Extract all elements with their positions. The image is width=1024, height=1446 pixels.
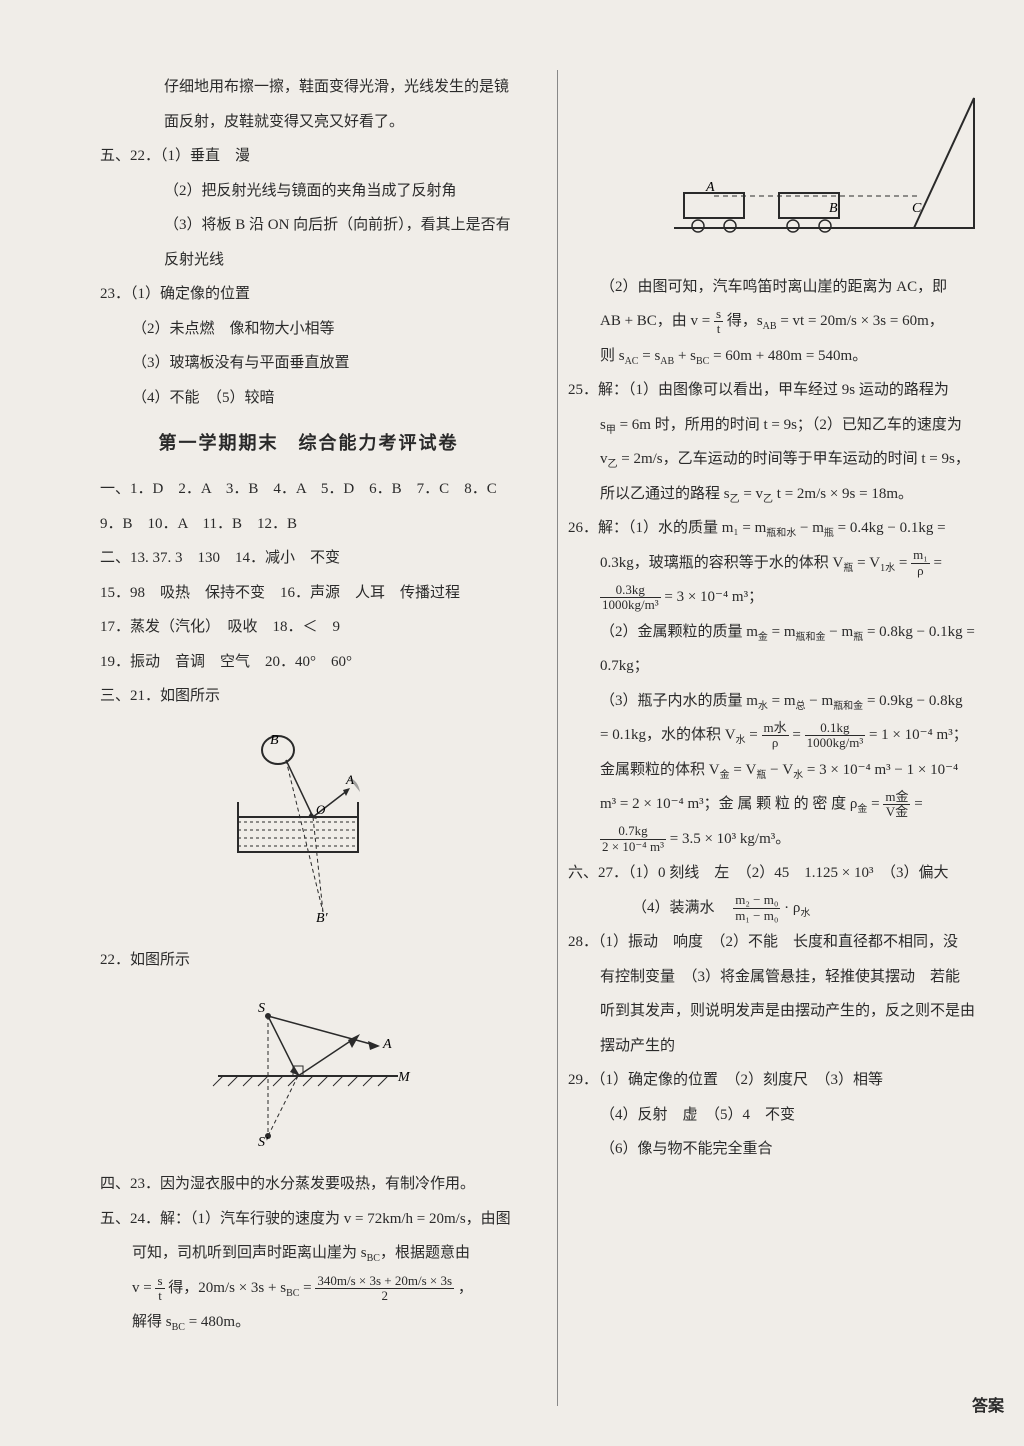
answer-line: 22．如图所示 [100, 943, 517, 978]
label-A: A [382, 1037, 392, 1052]
answer-line: （3）将板 B 沿 ON 向后折（向前折），看其上是否有 [100, 208, 517, 243]
label-B: B [829, 201, 838, 216]
label-Bprime: B′ [316, 911, 329, 922]
answer-line: 所以乙通过的路程 s乙 = v乙 t = 2m/s × 9s = 18m。 [568, 477, 984, 512]
page: 仔细地用布擦一擦，鞋面变得光滑，光线发生的是镜 面反射，皮鞋就变得又亮又好看了。… [0, 0, 1024, 1446]
answer-line: 金属颗粒的体积 V金 = V瓶 − V水 = 3 × 10⁻⁴ m³ − 1 ×… [568, 753, 984, 788]
answer-line: 五、24．解：（1）汽车行驶的速度为 v = 72km/h = 20m/s，由图 [100, 1202, 517, 1237]
answer-line: （4）不能 （5）较暗 [100, 381, 517, 416]
answer-line: 有控制变量 （3）将金属管悬挂，轻推使其摆动 若能 [568, 960, 984, 995]
answer-line: （2）未点燃 像和物大小相等 [100, 312, 517, 347]
answer-line: 五、22．（1）垂直 漫 [100, 139, 517, 174]
figure-21: B A O B′ [100, 722, 517, 936]
answer-line: 15．98 吸热 保持不变 16．声源 人耳 传播过程 [100, 576, 517, 611]
answer-line: 反射光线 [100, 243, 517, 278]
answer-line: 一、1．D 2．A 3．B 4．A 5．D 6．B 7．C 8．C [100, 472, 517, 507]
label-C: C [912, 201, 922, 216]
answer-line: 可知，司机听到回声时距离山崖为 sBC，根据题意由 [100, 1236, 517, 1271]
answer-line: （2）金属颗粒的质量 m金 = m瓶和金 − m瓶 = 0.8kg − 0.1k… [568, 615, 984, 650]
answer-line: （2）由图可知，汽车鸣笛时离山崖的距离为 AC，即 [568, 270, 984, 305]
text-line: 仔细地用布擦一擦，鞋面变得光滑，光线发生的是镜 [100, 70, 517, 105]
answer-line: 29．（1）确定像的位置 （2）刻度尺 （3）相等 [568, 1063, 984, 1098]
label-Sprime: S′ [258, 1135, 269, 1146]
answer-line: s甲 = 6m 时，所用的时间 t = 9s；（2）已知乙车的速度为 [568, 408, 984, 443]
answer-line: 17．蒸发（汽化） 吸收 18．＜ 9 [100, 610, 517, 645]
answer-line: （2）把反射光线与镜面的夹角当成了反射角 [100, 174, 517, 209]
answer-line: 二、13. 37. 3 130 14．减小 不变 [100, 541, 517, 576]
answer-line: 25．解：（1）由图像可以看出，甲车经过 9s 运动的路程为 [568, 373, 984, 408]
equation-line: AB + BC，由 v = st 得，sAB = vt = 20m/s × 3s… [568, 304, 984, 339]
answer-line: 摆动产生的 [568, 1029, 984, 1064]
footer-label: 答案 [972, 1392, 1004, 1416]
answer-line: 23．（1）确定像的位置 [100, 277, 517, 312]
equation-line: 0.3kg1000kg/m³ = 3 × 10⁻⁴ m³； [568, 580, 984, 615]
figure-22: S A M S′ [100, 986, 517, 1160]
left-column: 仔细地用布擦一擦，鞋面变得光滑，光线发生的是镜 面反射，皮鞋就变得又亮又好看了。… [100, 70, 527, 1406]
answer-line: 三、21．如图所示 [100, 679, 517, 714]
equation-line: m³ = 2 × 10⁻⁴ m³；金 属 颗 粒 的 密 度 ρ金 = m金V金… [568, 787, 984, 822]
answer-line: 四、23．因为湿衣服中的水分蒸发要吸热，有制冷作用。 [100, 1167, 517, 1202]
answer-line: （6）像与物不能完全重合 [568, 1132, 984, 1167]
answer-line: （3）玻璃板没有与平面垂直放置 [100, 346, 517, 381]
text-line: 面反射，皮鞋就变得又亮又好看了。 [100, 105, 517, 140]
label-M: M [397, 1070, 411, 1085]
label-O: O [316, 802, 326, 817]
right-column: A B C （2）由图可知，汽车鸣笛时离山崖的距离为 AC，即 AB + BC，… [557, 70, 984, 1406]
label-A: A [705, 180, 715, 195]
label-A: A [345, 772, 354, 787]
equation-line: v = st 得，20m/s × 3s + sBC = 340m/s × 3s … [100, 1271, 517, 1306]
answer-line: 28．（1）振动 响度 （2）不能 长度和直径都不相同，没 [568, 925, 984, 960]
label-S: S [258, 1001, 265, 1016]
answer-line: 9．B 10．A 11．B 12．B [100, 507, 517, 542]
answer-line: 19．振动 音调 空气 20．40° 60° [100, 645, 517, 680]
answer-line: （4）反射 虚 （5）4 不变 [568, 1098, 984, 1133]
equation-line: = 0.1kg，水的体积 V水 = m水ρ = 0.1kg1000kg/m³ =… [568, 718, 984, 753]
answer-line: （3）瓶子内水的质量 m水 = m总 − m瓶和金 = 0.9kg − 0.8k… [568, 684, 984, 719]
section-title: 第一学期期末 综合能力考评试卷 [100, 423, 517, 464]
equation-line: 则 sAC = sAB + sBC = 60m + 480m = 540m。 [568, 339, 984, 374]
label-B: B [270, 733, 279, 748]
answer-line: 0.7kg； [568, 649, 984, 684]
figure-car-cliff: A B C [568, 78, 984, 262]
answer-line: 解得 sBC = 480m。 [100, 1305, 517, 1340]
equation-line: 0.3kg，玻璃瓶的容积等于水的体积 V瓶 = V1水 = m₁ρ = [568, 546, 984, 581]
answer-line: 听到其发声，则说明发声是由摆动产生的，反之则不是由 [568, 994, 984, 1029]
answer-line: 六、27．（1）0 刻线 左 （2）45 1.125 × 10³ （3）偏大 [568, 856, 984, 891]
equation-line: （4）装满水 m₂ − m₀m₁ − m₀ · ρ水 [568, 891, 984, 926]
answer-line: 26．解：（1）水的质量 m₁ = m瓶和水 − m瓶 = 0.4kg − 0.… [568, 511, 984, 546]
answer-line: v乙 = 2m/s，乙车运动的时间等于甲车运动的时间 t = 9s， [568, 442, 984, 477]
equation-line: 0.7kg2 × 10⁻⁴ m³ = 3.5 × 10³ kg/m³。 [568, 822, 984, 857]
